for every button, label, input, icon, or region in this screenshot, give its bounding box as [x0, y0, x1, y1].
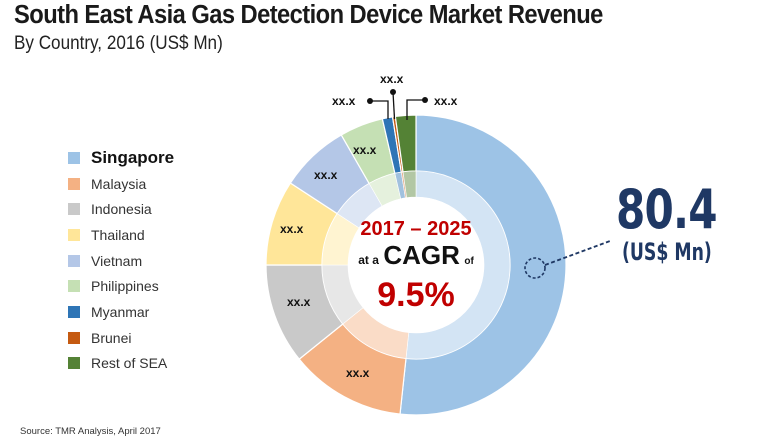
- legend-label: Vietnam: [91, 252, 143, 269]
- highlight-leader-line: [544, 240, 611, 266]
- callout-lines: [370, 91, 425, 120]
- legend-swatch-vietnam: [68, 254, 80, 267]
- legend-item-brunei: Brunei: [68, 325, 174, 351]
- slice-label-philippines: xx.x: [353, 143, 377, 157]
- callout-dot-rest-of-sea: [422, 97, 428, 103]
- legend-swatch-singapore: [68, 151, 80, 164]
- cagr-label-line: at a CAGR of: [336, 240, 496, 277]
- legend-item-vietnam: Vietnam: [68, 248, 174, 274]
- legend-swatch-malaysia: [68, 177, 80, 190]
- callout-line-brunei: [392, 91, 396, 120]
- slice-label-brunei: xx.x: [380, 72, 404, 86]
- highlight-marker: [524, 257, 546, 279]
- legend-label: Brunei: [91, 329, 132, 346]
- chart-title: South East Asia Gas Detection Device Mar…: [14, 1, 603, 29]
- callout-dot-myanmar: [367, 98, 373, 104]
- callout-line-rest-of-sea: [406, 99, 425, 120]
- donut-slices: [265, 114, 567, 416]
- legend-item-rest-of-sea: Rest of SEA: [68, 351, 174, 377]
- cagr-years: 2017 – 2025: [360, 218, 472, 240]
- legend-item-myanmar: Myanmar: [68, 299, 174, 325]
- legend-item-thailand: Thailand: [68, 222, 174, 248]
- legend-swatch-myanmar: [68, 305, 80, 318]
- slice-label-malaysia: xx.x: [346, 366, 370, 380]
- legend-swatch-philippines: [68, 280, 80, 293]
- cagr-word: CAGR: [383, 240, 460, 270]
- legend-item-singapore: Singapore: [68, 145, 174, 171]
- slice-label-rest-of-sea: xx.x: [434, 94, 458, 108]
- slice-label-thailand: xx.x: [280, 222, 304, 236]
- callout-dots: [367, 89, 428, 104]
- legend: Singapore Malaysia Indonesia Thailand Vi…: [68, 145, 174, 376]
- legend-item-malaysia: Malaysia: [68, 171, 174, 197]
- cagr-at-a: at a: [358, 253, 379, 267]
- cagr-value: 9.5%: [377, 276, 455, 314]
- slice-label-indonesia: xx.x: [287, 295, 311, 309]
- callout-dot-brunei: [390, 89, 396, 95]
- legend-swatch-indonesia: [68, 203, 80, 216]
- legend-item-philippines: Philippines: [68, 273, 174, 299]
- highlight-value: 80.4: [616, 178, 718, 241]
- legend-label: Indonesia: [91, 201, 152, 218]
- legend-label: Malaysia: [91, 175, 147, 192]
- callout-line-myanmar: [370, 100, 389, 119]
- chart-subtitle: By Country, 2016 (US$ Mn): [14, 33, 223, 54]
- cagr-annotation: 2017 – 2025 at a CAGR of 9.5%: [336, 218, 496, 313]
- cagr-of: of: [464, 256, 474, 267]
- legend-label: Thailand: [91, 226, 145, 243]
- highlight-unit: (US$ Mn): [622, 238, 712, 266]
- legend-swatch-rest-of-sea: [68, 357, 80, 370]
- legend-label: Myanmar: [91, 303, 150, 320]
- legend-label: Philippines: [91, 278, 159, 295]
- legend-label: Rest of SEA: [91, 355, 168, 372]
- donut-hole: [348, 197, 484, 333]
- legend-item-indonesia: Indonesia: [68, 196, 174, 222]
- slice-label-myanmar: xx.x: [332, 94, 356, 108]
- legend-swatch-thailand: [68, 228, 80, 241]
- legend-swatch-brunei: [68, 331, 80, 344]
- legend-label: Singapore: [91, 147, 175, 167]
- source-note: Source: TMR Analysis, April 2017: [20, 426, 161, 437]
- slice-label-vietnam: xx.x: [314, 168, 338, 182]
